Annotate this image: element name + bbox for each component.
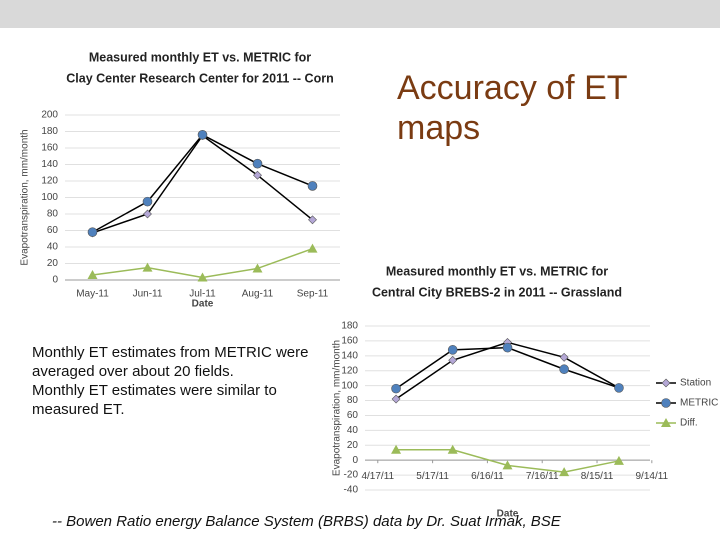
- x-tick-label: 8/15/11: [581, 471, 614, 482]
- y-axis-label: Evapotranspiration, mm/month: [20, 129, 31, 265]
- marker: [391, 444, 402, 454]
- chart-title: Clay Center Research Center for 2011 -- …: [66, 71, 333, 85]
- y-tick-label: 180: [41, 126, 58, 137]
- y-tick-label: 0: [52, 275, 58, 286]
- marker: [197, 130, 208, 140]
- x-tick-label: 5/17/11: [416, 471, 449, 482]
- body-line: Monthly ET estimates from METRIC were av…: [32, 344, 309, 380]
- body-line: Monthly ET estimates were similar to mea…: [32, 382, 277, 418]
- marker: [142, 196, 153, 207]
- legend-label: Station: [680, 378, 711, 389]
- y-tick-label: 160: [341, 336, 358, 347]
- y-tick-label: 60: [47, 225, 59, 236]
- x-axis-label: Date: [497, 509, 519, 520]
- x-tick-label: 6/16/11: [471, 471, 504, 482]
- y-tick-label: 100: [41, 192, 58, 203]
- marker: [253, 170, 262, 180]
- y-tick-label: 160: [41, 143, 58, 154]
- marker: [447, 444, 458, 454]
- y-tick-label: 80: [347, 395, 359, 406]
- x-tick-label: Sep-11: [297, 289, 329, 300]
- chart-title: Central City BREBS-2 in 2011 -- Grasslan…: [372, 285, 622, 299]
- legend-label: Diff.: [680, 418, 698, 429]
- marker: [502, 342, 513, 353]
- heading: Accuracy of ET maps: [397, 69, 627, 147]
- y-tick-label: 180: [341, 321, 358, 332]
- marker: [613, 455, 624, 465]
- marker: [391, 383, 401, 394]
- x-tick-label: 7/16/11: [526, 471, 559, 482]
- marker: [559, 352, 569, 362]
- marker: [197, 272, 208, 282]
- series-line: [92, 133, 313, 233]
- marker: [559, 467, 570, 477]
- y-tick-label: 20: [347, 440, 359, 451]
- y-tick-label: 60: [347, 410, 359, 421]
- marker: [559, 364, 569, 375]
- marker: [87, 227, 98, 237]
- y-tick-label: -40: [344, 485, 359, 496]
- marker: [307, 243, 318, 253]
- y-tick-label: 80: [47, 209, 59, 220]
- series-line: [395, 346, 620, 390]
- legend-marker: [661, 398, 671, 408]
- marker: [87, 270, 98, 280]
- y-tick-label: -20: [344, 470, 359, 481]
- y-tick-label: 140: [41, 159, 58, 170]
- marker: [142, 262, 153, 272]
- y-tick-label: 120: [341, 365, 358, 376]
- marker: [252, 263, 263, 273]
- y-tick-label: 40: [47, 242, 59, 253]
- x-tick-label: Aug-11: [242, 289, 274, 300]
- body-text: Monthly ET estimates from METRIC were av…: [32, 343, 317, 419]
- x-tick-label: 4/17/11: [361, 471, 394, 482]
- series-line: [92, 134, 313, 234]
- x-tick-label: Jul-11: [189, 289, 216, 300]
- y-axis-label: Evapotranspiration, mm/month: [332, 340, 343, 476]
- y-tick-label: 100: [341, 380, 358, 391]
- marker: [447, 345, 458, 355]
- marker: [308, 215, 317, 225]
- marker: [502, 460, 513, 470]
- y-tick-label: 20: [47, 258, 59, 269]
- x-axis-label: Date: [192, 299, 214, 310]
- marker: [252, 158, 263, 169]
- x-tick-label: May-11: [76, 289, 109, 300]
- x-tick-label: Jun-11: [133, 289, 163, 300]
- marker: [448, 355, 458, 365]
- x-tick-label: 9/14/11: [636, 471, 669, 482]
- y-tick-label: 140: [341, 350, 358, 361]
- y-tick-label: 200: [41, 110, 58, 121]
- top-band: [0, 0, 720, 28]
- legend-label: METRIC: [680, 398, 718, 409]
- legend-marker: [661, 418, 671, 427]
- footnote: -- Bowen Ratio energy Balance System (BR…: [52, 513, 561, 530]
- legend-marker: [661, 378, 671, 388]
- marker: [143, 209, 152, 219]
- y-tick-label: 40: [347, 425, 359, 436]
- marker: [307, 181, 318, 191]
- y-tick-label: 120: [41, 176, 58, 187]
- y-tick-label: 0: [352, 455, 358, 466]
- chart-title: Measured monthly ET vs. METRIC for: [386, 264, 608, 278]
- marker: [614, 383, 624, 393]
- chart-title: Measured monthly ET vs. METRIC for: [89, 50, 311, 64]
- marker: [391, 394, 401, 404]
